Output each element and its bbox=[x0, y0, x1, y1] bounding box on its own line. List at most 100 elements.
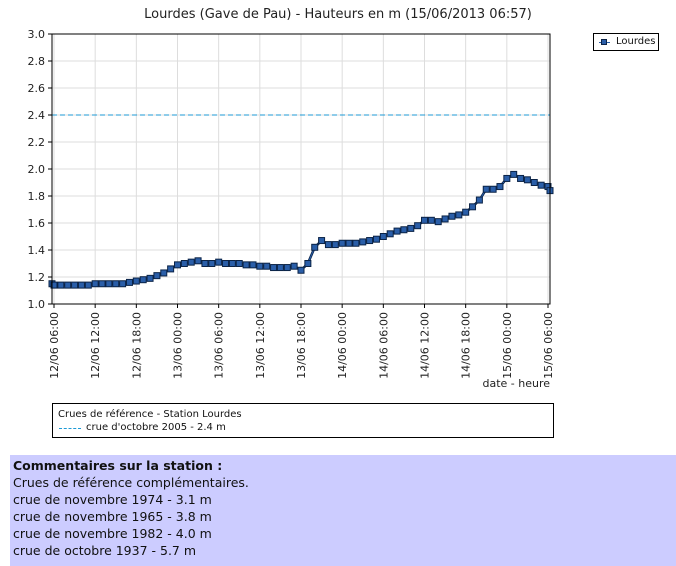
data-point bbox=[489, 185, 497, 193]
y-tick-label: 2.6 bbox=[28, 82, 46, 95]
data-point bbox=[448, 212, 456, 220]
y-tick-label: 1.0 bbox=[28, 298, 46, 311]
data-point bbox=[297, 266, 305, 274]
data-point bbox=[146, 274, 154, 282]
data-point bbox=[359, 238, 367, 246]
data-point bbox=[153, 272, 161, 280]
data-point bbox=[496, 183, 504, 191]
data-point bbox=[503, 174, 511, 182]
data-point bbox=[379, 233, 387, 240]
comment-line: crue de octobre 1937 - 5.7 m bbox=[13, 543, 197, 558]
data-point bbox=[482, 185, 490, 193]
legend-marker bbox=[601, 39, 607, 45]
data-point bbox=[427, 216, 435, 224]
data-point bbox=[517, 174, 525, 182]
data-point bbox=[304, 260, 312, 267]
reference-item: crue d'octobre 2005 - 2.4 m bbox=[86, 422, 226, 433]
data-point bbox=[194, 257, 202, 265]
data-point bbox=[441, 215, 449, 223]
data-point bbox=[345, 239, 353, 247]
legend-label: Lourdes bbox=[616, 36, 656, 47]
data-point bbox=[434, 218, 442, 226]
data-point bbox=[537, 181, 545, 189]
comment-line: crue de novembre 1974 - 3.1 m bbox=[13, 492, 212, 507]
data-point bbox=[366, 237, 374, 245]
data-point bbox=[523, 176, 531, 184]
station-comments: Commentaires sur la station : Crues de r… bbox=[10, 455, 676, 566]
data-point bbox=[119, 280, 127, 288]
y-tick-label: 1.2 bbox=[28, 271, 46, 284]
comment-line: crue de novembre 1982 - 4.0 m bbox=[13, 526, 212, 541]
data-point bbox=[249, 261, 257, 269]
data-point bbox=[228, 260, 236, 267]
y-tick-label: 2.8 bbox=[28, 55, 46, 68]
x-tick-label: 13/06 12:00 bbox=[254, 312, 267, 379]
x-tick-label: 12/06 12:00 bbox=[89, 312, 102, 379]
y-tick-label: 2.4 bbox=[28, 109, 46, 122]
data-point bbox=[125, 278, 133, 286]
x-tick-label: 13/06 06:00 bbox=[213, 312, 226, 379]
data-point bbox=[50, 281, 58, 289]
data-point bbox=[276, 264, 284, 272]
data-point bbox=[311, 243, 319, 251]
reference-box-title: Crues de référence - Station Lourdes bbox=[58, 409, 242, 420]
data-point bbox=[215, 258, 223, 266]
data-point bbox=[393, 227, 401, 235]
data-point bbox=[352, 239, 360, 247]
data-point bbox=[318, 237, 326, 245]
x-tick-label: 15/06 06:00 bbox=[542, 312, 555, 379]
data-point bbox=[400, 226, 408, 234]
data-point bbox=[174, 261, 181, 269]
data-point bbox=[139, 276, 147, 284]
x-tick-label: 15/06 00:00 bbox=[501, 312, 514, 379]
data-point bbox=[84, 281, 92, 289]
chart-title: Lourdes (Gave de Pau) - Hauteurs en m (1… bbox=[144, 7, 532, 22]
data-point bbox=[180, 260, 188, 267]
reference-dash-sample bbox=[59, 428, 81, 429]
data-point bbox=[98, 280, 106, 288]
chart-legend: Lourdes bbox=[593, 33, 659, 51]
data-point bbox=[407, 224, 415, 232]
y-tick-label: 1.6 bbox=[28, 217, 46, 230]
x-axis-label: date - heure bbox=[482, 377, 550, 390]
y-tick-label: 2.2 bbox=[28, 136, 46, 149]
comment-line: crue de novembre 1965 - 3.8 m bbox=[13, 509, 212, 524]
data-point bbox=[160, 269, 168, 277]
x-tick-label: 12/06 18:00 bbox=[130, 312, 143, 379]
x-tick-label: 14/06 06:00 bbox=[377, 312, 390, 379]
data-point bbox=[187, 258, 195, 266]
chart: Lourdes (Gave de Pau) - Hauteurs en m (1… bbox=[28, 7, 556, 390]
x-tick-label: 14/06 00:00 bbox=[336, 312, 349, 379]
series-layer bbox=[48, 170, 554, 289]
data-point bbox=[222, 260, 230, 267]
data-point bbox=[235, 260, 243, 267]
data-point bbox=[256, 262, 264, 270]
data-point bbox=[208, 260, 216, 267]
data-point bbox=[414, 222, 422, 230]
x-tick-label: 14/06 18:00 bbox=[460, 312, 473, 379]
data-point bbox=[475, 196, 483, 204]
data-point bbox=[530, 179, 538, 186]
data-point bbox=[386, 230, 394, 238]
data-point bbox=[77, 281, 85, 289]
data-point bbox=[263, 262, 271, 270]
comment-line: Crues de référence complémentaires. bbox=[13, 475, 249, 490]
comments-heading: Commentaires sur la station : bbox=[13, 458, 223, 473]
x-tick-label: 12/06 06:00 bbox=[48, 312, 61, 379]
data-point bbox=[270, 264, 278, 272]
data-point bbox=[324, 241, 332, 249]
data-point bbox=[112, 280, 120, 288]
data-point bbox=[242, 261, 250, 269]
data-point bbox=[57, 281, 65, 289]
data-point bbox=[105, 280, 113, 288]
data-point bbox=[201, 260, 209, 267]
data-point bbox=[455, 211, 463, 219]
x-tick-label: 13/06 00:00 bbox=[172, 312, 185, 379]
y-tick-label: 1.8 bbox=[28, 190, 46, 203]
y-tick-label: 3.0 bbox=[28, 28, 46, 41]
data-point bbox=[71, 281, 79, 289]
reference-floods-box: Crues de référence - Station Lourdes cru… bbox=[52, 403, 554, 438]
data-point bbox=[132, 277, 140, 285]
data-point bbox=[421, 216, 428, 224]
data-point bbox=[510, 170, 518, 178]
